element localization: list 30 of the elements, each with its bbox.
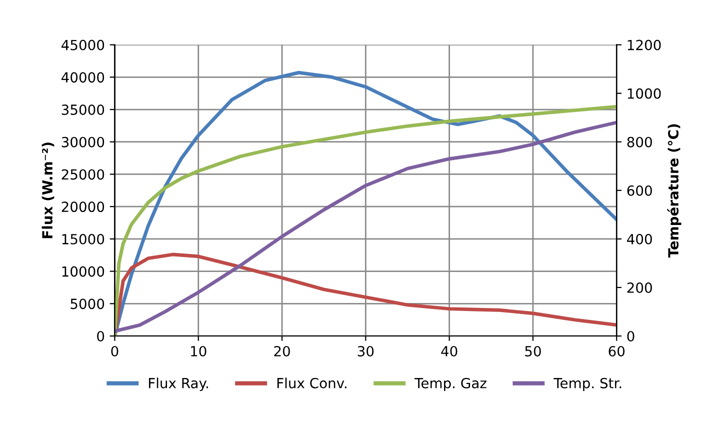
x-tick-label: 10	[191, 346, 206, 356]
y2-axis-title: Température (°C)	[667, 124, 682, 258]
y-tick-label: 25000	[62, 169, 104, 180]
y2-tick-label: 200	[627, 282, 652, 293]
y-tick-label: 35000	[62, 104, 104, 115]
legend-label: Temp. Gaz	[414, 378, 486, 392]
legend-label: Flux Conv.	[277, 378, 346, 388]
x-tick-label: 40	[441, 346, 458, 356]
y-tick-label: 5000	[70, 298, 104, 310]
x-tick-label: 30	[358, 346, 374, 356]
y-tick-label: 15000	[62, 234, 104, 244]
y-axis-title: Flux (W.m⁻²)	[42, 142, 54, 238]
legend-label: Flux Ray.	[148, 378, 208, 392]
legend-label: Temp. Str.	[554, 378, 622, 392]
x-tick-label: 0	[111, 346, 118, 356]
y2-tick-label: 1200	[628, 40, 661, 50]
y2-tick-label: 800	[627, 136, 652, 148]
y2-tick-label: 400	[627, 234, 652, 244]
x-tick-label: 50	[525, 346, 541, 356]
y-tick-label: 30000	[62, 136, 104, 148]
y-tick-label: 45000	[61, 40, 104, 50]
y-tick-label: 10000	[62, 266, 104, 277]
y2-tick-label: 600	[627, 185, 652, 196]
y-tick-label: 0	[97, 330, 104, 342]
y2-tick-label: 0	[627, 330, 634, 342]
x-tick-label: 20	[274, 346, 290, 356]
y2-tick-label: 1000	[628, 88, 661, 99]
y-tick-label: 20000	[62, 202, 104, 212]
y-tick-label: 40000	[61, 72, 104, 83]
x-tick-label: 60	[608, 346, 625, 356]
